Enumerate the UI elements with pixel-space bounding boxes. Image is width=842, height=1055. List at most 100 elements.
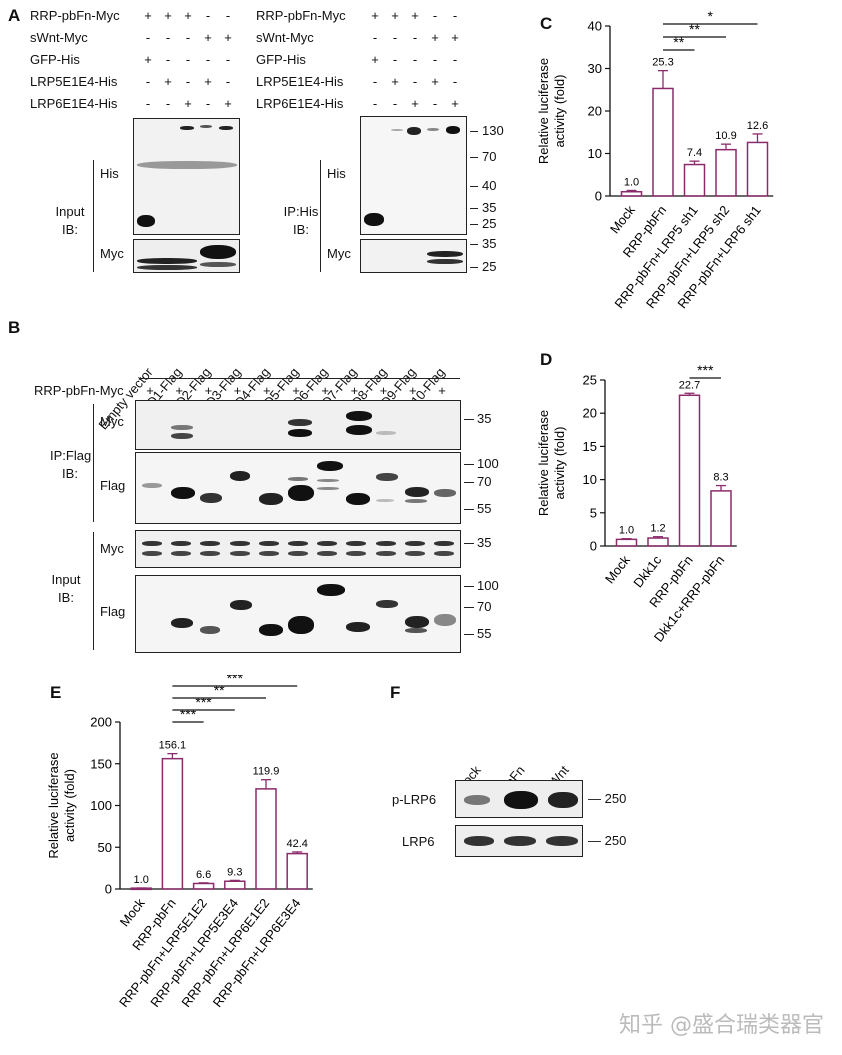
b-rrp-label: RRP-pbFn-Myc — [34, 383, 124, 398]
sig-label: ** — [673, 34, 684, 50]
a-input-ib-label: Input IB: — [55, 204, 85, 237]
a-input-sign: + — [204, 30, 212, 45]
a-ip-sign: + — [431, 74, 439, 89]
a-ip-bracket — [320, 160, 321, 272]
data-label: 1.0 — [134, 874, 149, 886]
sig-label: *** — [697, 365, 714, 378]
a-input-sign: - — [145, 30, 151, 45]
f-plrp6-label: p-LRP6 — [392, 792, 437, 807]
b-ip-bracket — [93, 404, 94, 522]
bar — [620, 191, 643, 197]
data-label: 42.4 — [286, 838, 307, 850]
data-label: 1.0 — [624, 176, 639, 188]
sig-label: ** — [689, 21, 700, 37]
a-input-sign: - — [145, 96, 151, 111]
a-row-label-left: sWnt-Myc — [30, 30, 88, 45]
bar — [615, 538, 638, 547]
a-marker-tick — [470, 157, 478, 158]
sig-label: * — [708, 10, 714, 24]
f-marker-250-b: — 250 — [588, 833, 627, 848]
b-in-bracket — [93, 532, 94, 650]
a-marker-tick — [470, 244, 478, 245]
a-input-sign: - — [225, 74, 231, 89]
y-tick-label: 25 — [583, 373, 597, 388]
bar — [192, 882, 215, 890]
chart-c: 0 10 20 30 40 Relative luciferase activity (fo… — [536, 10, 774, 311]
a-marker-his: 25 — [482, 216, 497, 231]
y-axis-label: activity (fold) — [552, 427, 567, 500]
b-ip-flag-label: Flag — [100, 478, 126, 493]
a-marker-myc: 35 — [482, 236, 497, 251]
blot-b-ip-myc — [135, 400, 461, 450]
bar — [683, 163, 706, 197]
bar — [710, 490, 732, 547]
a-input-sign: - — [165, 30, 171, 45]
a-row-label-right: RRP-pbFn-Myc — [256, 8, 346, 23]
a-input-sign: - — [165, 52, 171, 67]
a-ip-sign: - — [412, 74, 418, 89]
a-ip-sign: - — [452, 8, 458, 23]
a-marker-his: 35 — [482, 200, 497, 215]
f-lrp6-label: LRP6 — [402, 834, 435, 849]
x-tick-label: Mock — [117, 895, 148, 929]
data-label: 10.9 — [715, 130, 736, 142]
a-marker-his: 70 — [482, 149, 497, 164]
blot-a-ip-his — [360, 116, 467, 235]
sig-label: *** — [180, 706, 197, 722]
bar — [647, 537, 669, 547]
b-sign: + — [321, 383, 329, 398]
panel-b-letter: B — [8, 318, 21, 337]
a-row-label-right: LRP6E1E4-His — [256, 96, 344, 111]
a-ip-sign: + — [411, 8, 419, 23]
data-label: 1.2 — [650, 523, 665, 535]
x-tick-label: Mock — [602, 552, 633, 586]
a-ip-sign: + — [391, 8, 399, 23]
a-input-sign: + — [184, 96, 192, 111]
a-ip-sign: - — [452, 52, 458, 67]
panel-d-letter: D — [540, 350, 553, 369]
a-ip-sign: - — [412, 52, 418, 67]
y-tick-label: 20 — [588, 104, 602, 119]
a-ip-sign: - — [392, 30, 398, 45]
b-sign: + — [233, 383, 242, 398]
data-label: 9.3 — [227, 866, 242, 878]
a-marker-tick — [470, 224, 478, 225]
blot-f-lrp6 — [455, 825, 583, 857]
a-marker-tick — [470, 267, 478, 268]
watermark-text: 知乎 @盛合瑞类器官 — [619, 1013, 824, 1038]
y-tick-label: 40 — [588, 19, 602, 34]
a-ip-sign: + — [411, 96, 419, 111]
a-marker-tick — [470, 186, 478, 187]
b-marker-55-ip: 55 — [477, 501, 492, 516]
a-marker-tick — [470, 131, 478, 132]
chart-d: 0 5 10 15 20 25 Relative luciferase activity (f… — [536, 365, 737, 645]
data-label: 25.3 — [652, 57, 673, 69]
panel-c-letter: C — [540, 14, 553, 33]
y-tick-label: 30 — [588, 61, 602, 76]
panel-e-letter: E — [50, 683, 62, 702]
chart-e: 0 50 100 150 200 Relative luciferase activity … — [46, 675, 313, 1010]
a-input-sign: - — [225, 52, 231, 67]
y-tick-label: 20 — [583, 406, 597, 421]
a-input-sign: + — [164, 74, 172, 89]
y-tick-label: 10 — [583, 472, 597, 487]
data-label: 1.0 — [619, 525, 634, 537]
b-marker-100-ip: 100 — [477, 456, 499, 471]
panel-f-letter: F — [390, 683, 401, 702]
bar — [161, 757, 184, 890]
b-sign: + — [263, 383, 271, 398]
b-marker-100-in: 100 — [477, 578, 499, 593]
data-label: 156.1 — [159, 740, 187, 752]
a-input-bracket — [93, 160, 94, 272]
y-axis-label: Relative luciferase — [536, 410, 551, 516]
y-tick-label: 0 — [590, 539, 597, 554]
a-marker-his: 130 — [482, 123, 504, 138]
data-label: 12.6 — [747, 120, 768, 132]
a-ip-sign: - — [392, 96, 398, 111]
a-row-label-left: LRP5E1E4-His — [30, 74, 118, 89]
a-row-label-right: LRP5E1E4-His — [256, 74, 344, 89]
a-input-sign: + — [224, 30, 232, 45]
y-axis-label: Relative luciferase — [536, 58, 551, 164]
blot-a-input-myc — [133, 239, 240, 273]
bar — [715, 148, 737, 197]
